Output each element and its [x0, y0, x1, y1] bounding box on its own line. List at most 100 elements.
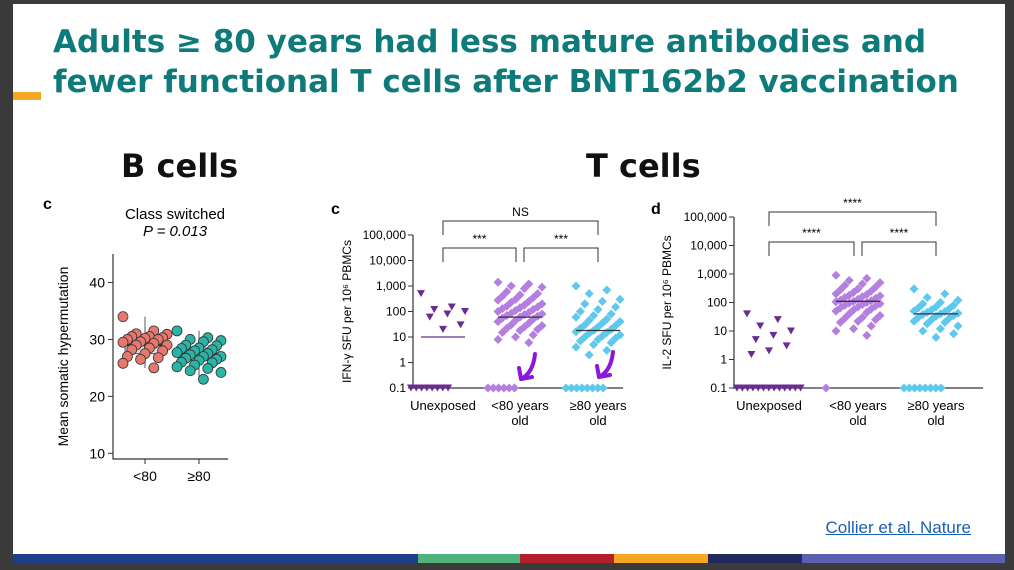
data-point — [756, 322, 765, 330]
y-axis-label: IFN-γ SFU per 10⁶ PBMCs — [340, 240, 354, 383]
data-point — [493, 317, 503, 327]
data-point — [524, 279, 534, 289]
data-point — [425, 313, 434, 321]
significance-bracket — [768, 241, 855, 256]
footer-segment — [13, 554, 144, 563]
slide-title: Adults ≥ 80 years had less mature antibo… — [53, 22, 973, 102]
data-point — [497, 304, 507, 314]
y-tick-label: 10 — [714, 324, 728, 338]
ifn-gamma-chart: c 0.1 1 10 100 1,000 10,000 100,000 IFN-γ SFU pe… — [331, 201, 627, 428]
data-point — [493, 334, 503, 344]
title-line-1: Adults ≥ 80 years had less mature antibo… — [53, 24, 927, 60]
data-point — [117, 336, 129, 348]
data-point — [904, 383, 914, 393]
data-point — [184, 365, 196, 377]
x-tick-label: <80 — [133, 468, 157, 484]
data-point — [577, 383, 587, 393]
data-point — [862, 273, 872, 283]
data-point — [853, 316, 863, 326]
y-tick-label: 20 — [89, 388, 105, 404]
data-point — [615, 294, 625, 304]
data-point — [953, 295, 963, 305]
data-point — [862, 298, 872, 307]
data-point — [611, 302, 621, 312]
significance-label: *** — [472, 232, 486, 246]
data-point — [571, 312, 581, 322]
data-point — [589, 310, 599, 320]
data-point — [866, 321, 876, 331]
data-point — [502, 323, 512, 333]
data-point — [949, 300, 959, 310]
data-point — [915, 383, 925, 393]
data-point — [502, 287, 512, 297]
data-point — [862, 307, 872, 317]
y-tick-label: 10,000 — [690, 239, 727, 253]
data-point — [611, 333, 621, 343]
data-point — [909, 316, 919, 326]
data-point — [835, 317, 845, 327]
data-point — [871, 293, 881, 303]
data-point — [575, 336, 585, 346]
data-point — [561, 383, 571, 393]
y-axis-label: IL-2 SFU per 10⁶ PBMCs — [660, 235, 674, 369]
title-accent-bar — [13, 92, 41, 100]
significance-bracket — [768, 211, 937, 226]
y-tick-label: 10,000 — [369, 254, 406, 268]
data-point — [510, 383, 519, 393]
x-tick-label: Unexposed — [410, 398, 476, 413]
data-point — [497, 328, 507, 338]
data-point — [515, 325, 525, 335]
data-point — [580, 299, 590, 309]
data-point — [444, 384, 453, 392]
significance-label: **** — [890, 226, 909, 240]
data-point — [515, 303, 525, 313]
data-point — [117, 357, 129, 369]
data-point — [733, 384, 741, 392]
data-point — [791, 384, 800, 392]
data-point — [572, 383, 582, 393]
data-point — [533, 311, 543, 321]
t-cells-heading: T cells — [586, 147, 701, 185]
data-point — [936, 383, 946, 393]
data-point — [152, 352, 164, 364]
data-point — [537, 282, 547, 292]
data-point — [483, 383, 493, 393]
significance-label: NS — [512, 205, 529, 219]
data-point — [494, 383, 504, 393]
y-tick-label: 100,000 — [363, 228, 407, 242]
data-point — [940, 317, 950, 327]
citation-link[interactable]: Collier et al. Nature — [825, 518, 971, 537]
data-point — [407, 384, 415, 392]
data-point — [927, 315, 937, 325]
y-tick-label: 1,000 — [697, 267, 727, 281]
data-point — [493, 277, 503, 287]
y-tick-label: 100,000 — [684, 210, 728, 224]
il2-chart: d 0.1 1 10 100 1,000 10,000 100,000 IL-2 SFU per… — [651, 196, 983, 428]
data-point — [428, 384, 437, 392]
data-point — [787, 327, 795, 335]
data-point — [506, 281, 516, 291]
data-point — [871, 301, 881, 311]
y-tick-label: 10 — [393, 330, 407, 344]
data-point — [840, 280, 850, 290]
data-point — [738, 384, 747, 392]
slide: Adults ≥ 80 years had less mature antibo… — [13, 4, 1005, 563]
data-point — [615, 330, 625, 340]
data-point — [422, 384, 431, 392]
data-point — [171, 361, 183, 373]
x-tick-label: ≥80 — [187, 468, 210, 484]
chart-title: Class switched — [125, 206, 225, 223]
data-point — [871, 282, 881, 292]
data-point — [197, 373, 209, 385]
chart-subtitle: P = 0.013 — [143, 223, 208, 240]
data-point — [593, 304, 603, 314]
data-point — [953, 321, 963, 331]
data-point — [949, 329, 959, 339]
data-point — [593, 322, 603, 332]
title-line-2: fewer functional T cells after BNT162b2 … — [53, 64, 959, 100]
data-point — [519, 283, 529, 293]
y-tick-label: 0.1 — [710, 381, 727, 395]
data-point — [831, 326, 841, 336]
x-tick-label: old — [927, 413, 944, 428]
